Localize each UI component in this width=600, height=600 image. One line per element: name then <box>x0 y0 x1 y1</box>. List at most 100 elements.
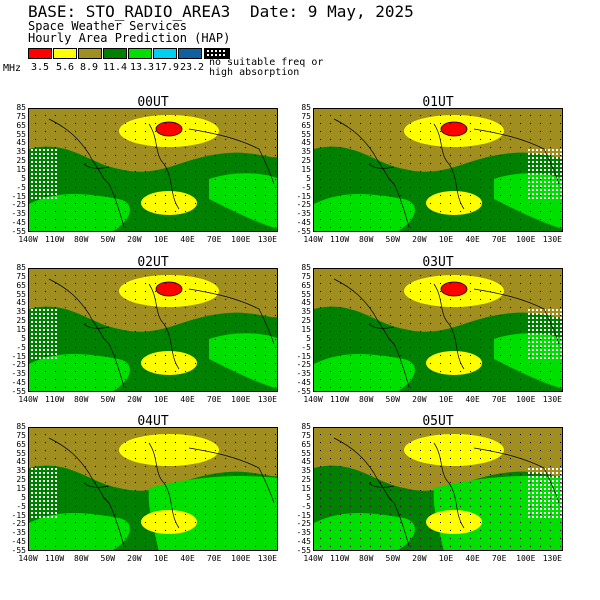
no-freq-hatch <box>31 468 57 518</box>
lat-tick-label: -35 <box>11 369 26 379</box>
lon-tick-label: 100E <box>516 395 536 404</box>
lat-tick-label: 45 <box>301 457 311 467</box>
lat-tick-label: -55 <box>11 227 26 236</box>
grid-dots <box>320 275 561 388</box>
lon-tick-label: 70E <box>491 395 507 404</box>
lon-tick-label: 80W <box>358 554 374 563</box>
lat-tick-label: -45 <box>11 378 26 388</box>
coastlines <box>48 437 275 547</box>
lat-tick-label: 75 <box>301 430 311 440</box>
lon-tick-label: 100E <box>516 235 536 244</box>
no-freq-hatch <box>528 309 562 359</box>
lat-tick-label: 85 <box>16 103 26 112</box>
coastlines <box>333 278 560 388</box>
lat-tick-label: -15 <box>11 191 26 201</box>
grid-dots <box>35 275 276 388</box>
legend-swatch-8-9 <box>78 48 102 59</box>
lat-tick-label: -25 <box>11 360 26 370</box>
lat-tick-label: 65 <box>16 280 26 290</box>
lat-tick-label: 55 <box>301 129 311 139</box>
grid-dots <box>320 434 561 547</box>
lat-tick-label: 35 <box>16 466 26 476</box>
lon-tick-label: 100E <box>231 395 251 404</box>
panel-title: 03UT <box>422 255 454 270</box>
legend-swatch-23-2 <box>178 48 202 59</box>
lat-tick-label: 15 <box>16 165 26 174</box>
lat-tick-label: -25 <box>296 360 311 370</box>
no-freq-hatch <box>528 149 562 199</box>
lon-tick-label: 140W <box>303 554 323 563</box>
lat-tick-label: 25 <box>16 316 26 326</box>
lat-tick-label: 25 <box>301 316 311 326</box>
region-13-3-mhz <box>29 194 130 231</box>
panel-title: 05UT <box>422 414 454 429</box>
legend-unit: MHz <box>3 63 22 74</box>
lat-tick-label: 45 <box>301 298 311 308</box>
lon-tick-label: 70E <box>206 554 222 563</box>
lat-tick-label: 75 <box>16 271 26 281</box>
lat-tick-label: 5 <box>306 492 311 502</box>
coastlines <box>48 278 275 388</box>
lat-tick-label: -15 <box>296 510 311 520</box>
coastlines <box>333 437 560 547</box>
region-5-6-mhz-south <box>426 351 482 375</box>
legend-swatch-13-3 <box>128 48 152 59</box>
lon-tick-label: 40E <box>180 395 195 404</box>
region-13-3-mhz <box>29 513 130 550</box>
lat-tick-label: -5 <box>301 342 311 352</box>
region-13-3-mhz <box>314 194 415 231</box>
lon-tick-label: 100E <box>516 554 536 563</box>
lat-tick-label: 35 <box>301 147 311 157</box>
lon-tick-label: 80W <box>73 554 89 563</box>
lat-tick-label: 75 <box>16 111 26 121</box>
lat-tick-label: -5 <box>16 342 26 352</box>
lat-tick-label: -15 <box>296 191 311 201</box>
map-plot <box>28 427 278 551</box>
lon-tick-label: 50W <box>385 395 401 404</box>
lon-tick-label: 70E <box>206 235 222 244</box>
lon-tick-label: 50W <box>100 395 116 404</box>
map-panel-05ut: 05UT 85 75 65 55 45 35 25 15 5 -5 -15 -25 -35 -45 -55 1… <box>297 415 563 587</box>
lat-tick-label: 55 <box>16 129 26 139</box>
lat-tick-label: 5 <box>21 333 26 343</box>
lon-tick-label: 70E <box>491 554 507 563</box>
region-13-3-mhz <box>314 354 415 391</box>
map-plot <box>313 268 563 392</box>
legend-label-5-6: 5.6 <box>56 62 75 73</box>
lat-tick-label: -55 <box>296 227 311 236</box>
lon-tick-label: 130E <box>542 554 562 563</box>
lon-tick-label: 130E <box>257 235 277 244</box>
lat-tick-label: 55 <box>16 448 26 458</box>
lat-tick-label: -55 <box>11 546 26 555</box>
lon-tick-label: 80W <box>73 395 89 404</box>
lat-tick-label: 15 <box>301 165 311 174</box>
map-panel-01ut: 01UT 85 75 65 55 45 35 25 15 5 -5 -15 -25 -35 -45 -55 1… <box>297 96 563 268</box>
map-panel-04ut: 04UT 85 75 65 55 45 35 25 15 5 -5 -15 -25 -35 -45 -55 1… <box>12 415 278 587</box>
lon-tick-label: 50W <box>385 235 401 244</box>
lat-tick-label: 45 <box>16 298 26 308</box>
lat-tick-label: -45 <box>11 537 26 547</box>
legend-swatch-17-9 <box>153 48 177 59</box>
lat-tick-label: 55 <box>301 448 311 458</box>
legend-swatch-5-6 <box>53 48 77 59</box>
lat-tick-label: -25 <box>296 200 311 210</box>
lat-tick-label: -15 <box>11 510 26 520</box>
lat-tick-label: 65 <box>301 439 311 449</box>
lat-tick-label: 65 <box>301 280 311 290</box>
lon-tick-label: 20W <box>127 395 142 404</box>
grid-dots <box>320 115 561 228</box>
lat-tick-label: 45 <box>301 138 311 148</box>
lat-tick-label: 15 <box>16 325 26 334</box>
lat-tick-label: -15 <box>296 351 311 361</box>
lat-tick-label: 85 <box>301 103 311 112</box>
lat-tick-label: -35 <box>296 528 311 538</box>
region-5-6-mhz-south <box>141 510 197 534</box>
lat-tick-label: 55 <box>301 289 311 299</box>
lat-tick-label: 85 <box>16 422 26 431</box>
lon-tick-label: 40E <box>465 395 480 404</box>
product-name: Hourly Area Prediction (HAP) <box>28 31 231 45</box>
lat-tick-label: -5 <box>301 182 311 192</box>
date-label: Date: 9 May, 2025 <box>250 2 414 21</box>
lon-tick-label: 70E <box>491 235 507 244</box>
legend-swatch-3-5 <box>28 48 52 59</box>
